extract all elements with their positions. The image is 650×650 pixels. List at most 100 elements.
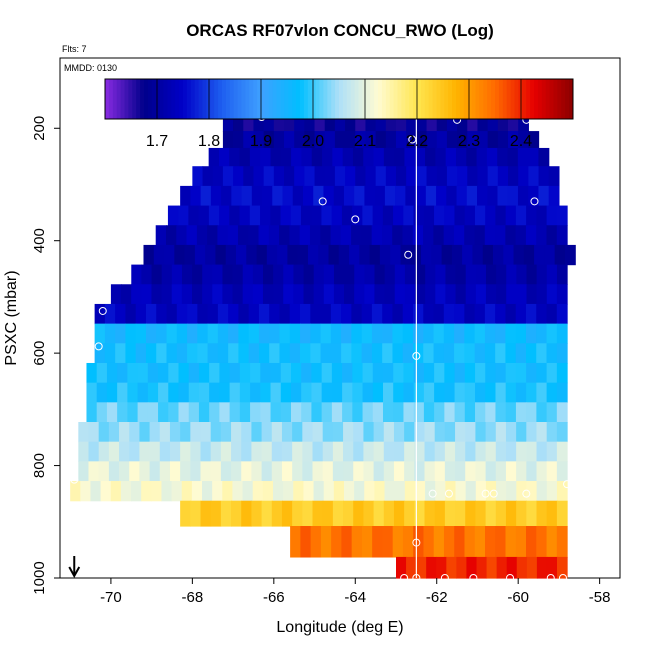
heatmap-cell xyxy=(210,185,222,207)
heatmap-cell xyxy=(506,556,518,579)
heatmap-cell xyxy=(383,382,394,403)
colorbar-swatch xyxy=(335,79,340,119)
heatmap-cell xyxy=(188,402,200,423)
heatmap-cell xyxy=(168,362,180,384)
heatmap-cell xyxy=(513,244,525,266)
heatmap-cell xyxy=(334,166,346,187)
heatmap-cell xyxy=(161,284,173,305)
heatmap-cell xyxy=(258,323,270,344)
heatmap-cell xyxy=(343,441,354,462)
heatmap-cell xyxy=(495,323,507,344)
heatmap-cell xyxy=(313,284,325,305)
heatmap-cell xyxy=(375,131,387,149)
heatmap-cell xyxy=(198,205,210,226)
heatmap-cell xyxy=(373,147,385,167)
x-tick-label: -68 xyxy=(182,589,204,606)
heatmap-cell xyxy=(364,284,376,305)
heatmap-cell xyxy=(310,343,322,364)
heatmap-cell xyxy=(166,323,178,344)
colorbar-swatch xyxy=(303,79,309,119)
observation-point xyxy=(318,197,327,206)
heatmap-cell xyxy=(506,284,517,305)
heatmap-cell xyxy=(341,526,353,558)
heatmap-cell xyxy=(482,244,494,266)
heatmap-cell xyxy=(423,343,435,364)
heatmap-cell xyxy=(178,402,190,423)
heatmap-cell xyxy=(392,323,404,344)
colorbar-swatch xyxy=(471,79,476,119)
colorbar-swatch xyxy=(467,79,473,119)
colorbar-swatch xyxy=(393,79,398,119)
heatmap-cell xyxy=(444,362,456,384)
heatmap-cell xyxy=(135,343,147,364)
heatmap-cell xyxy=(147,382,159,403)
heatmap-cell xyxy=(108,461,120,482)
colorbar-swatch xyxy=(288,79,293,119)
heatmap-cell xyxy=(115,343,127,364)
heatmap-cell xyxy=(250,382,261,403)
heatmap-cell xyxy=(436,185,447,207)
heatmap-cell xyxy=(332,441,344,462)
heatmap-cell xyxy=(383,500,395,527)
heatmap-cell xyxy=(556,481,568,502)
heatmap-cell xyxy=(330,303,342,325)
heatmap-cell xyxy=(415,264,426,285)
heatmap-cell xyxy=(423,526,435,558)
heatmap-cell xyxy=(445,481,457,502)
heatmap-cell xyxy=(248,303,260,325)
heatmap-cell xyxy=(106,402,118,423)
colorbar-swatch xyxy=(463,79,469,119)
heatmap-cell xyxy=(262,481,274,502)
heatmap-cell xyxy=(455,284,467,305)
colorbar-swatch xyxy=(198,79,203,119)
heatmap-cell xyxy=(98,441,110,462)
heatmap-cell xyxy=(423,402,435,423)
heatmap-cell xyxy=(351,225,362,246)
heatmap-cell xyxy=(373,422,385,443)
heatmap-cell xyxy=(233,114,244,132)
heatmap-cell xyxy=(292,441,303,462)
heatmap-cell xyxy=(328,244,340,266)
heatmap-cell xyxy=(546,303,558,325)
heatmap-cell xyxy=(536,205,548,226)
heatmap-cell xyxy=(301,362,313,384)
heatmap-cell xyxy=(413,526,425,558)
observation-point xyxy=(481,489,490,498)
heatmap-cell xyxy=(238,343,250,364)
heatmap-cell xyxy=(269,343,281,364)
heatmap-cell xyxy=(338,244,350,266)
colorbar-swatch xyxy=(245,79,250,119)
heatmap-cell xyxy=(222,114,234,132)
heatmap-cell xyxy=(361,343,373,364)
heatmap-cell xyxy=(505,362,517,384)
heatmap-cell xyxy=(465,500,477,527)
heatmap-cell xyxy=(503,244,515,266)
colorbar-swatch xyxy=(483,79,488,119)
heatmap-cell xyxy=(414,147,426,167)
colorbar-swatch xyxy=(218,79,223,119)
colorbar-swatch xyxy=(319,79,324,119)
heatmap-cell xyxy=(210,461,222,482)
heatmap-cell xyxy=(517,185,529,207)
heatmap-cell xyxy=(414,500,426,527)
heatmap-cell xyxy=(443,323,455,344)
heatmap-cell xyxy=(151,284,163,305)
heatmap-cell xyxy=(412,323,424,344)
heatmap-cell xyxy=(260,147,272,167)
colorbar-swatch xyxy=(417,79,422,119)
heatmap-cell xyxy=(385,166,397,187)
colorbar-swatch xyxy=(498,79,504,119)
heatmap-cell xyxy=(311,147,323,167)
heatmap-cell xyxy=(436,131,448,149)
heatmap-cell xyxy=(394,147,406,167)
heatmap-cell xyxy=(382,323,394,344)
heatmap-cell xyxy=(425,147,436,167)
colorbar-swatch xyxy=(292,79,297,119)
heatmap-cell xyxy=(252,264,264,285)
heatmap-cell xyxy=(158,362,169,384)
heatmap-cell xyxy=(375,114,387,132)
colorbar-swatch xyxy=(233,79,239,119)
heatmap-cell xyxy=(464,526,476,558)
colorbar-swatch xyxy=(331,79,336,119)
heatmap-cell xyxy=(464,225,476,246)
